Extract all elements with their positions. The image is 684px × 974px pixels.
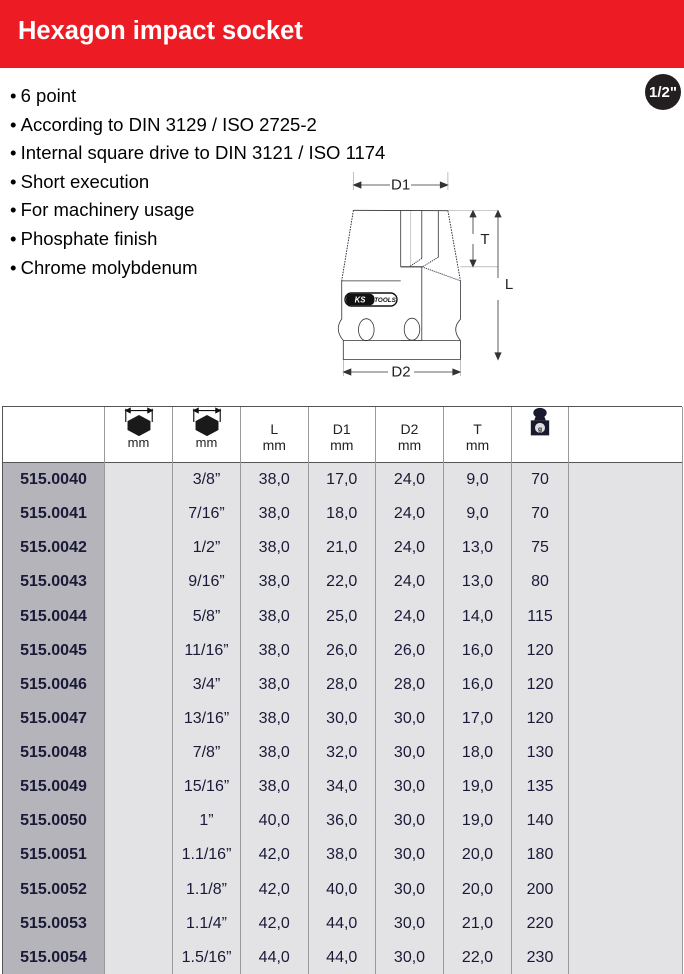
svg-text:D2: D2 bbox=[391, 364, 410, 381]
svg-text:g: g bbox=[538, 426, 542, 433]
svg-text:TOOLS: TOOLS bbox=[374, 297, 396, 304]
svg-text:L: L bbox=[505, 276, 513, 293]
svg-text:KS: KS bbox=[355, 295, 367, 304]
svg-text:D1: D1 bbox=[391, 177, 410, 194]
svg-text:T: T bbox=[480, 231, 489, 248]
